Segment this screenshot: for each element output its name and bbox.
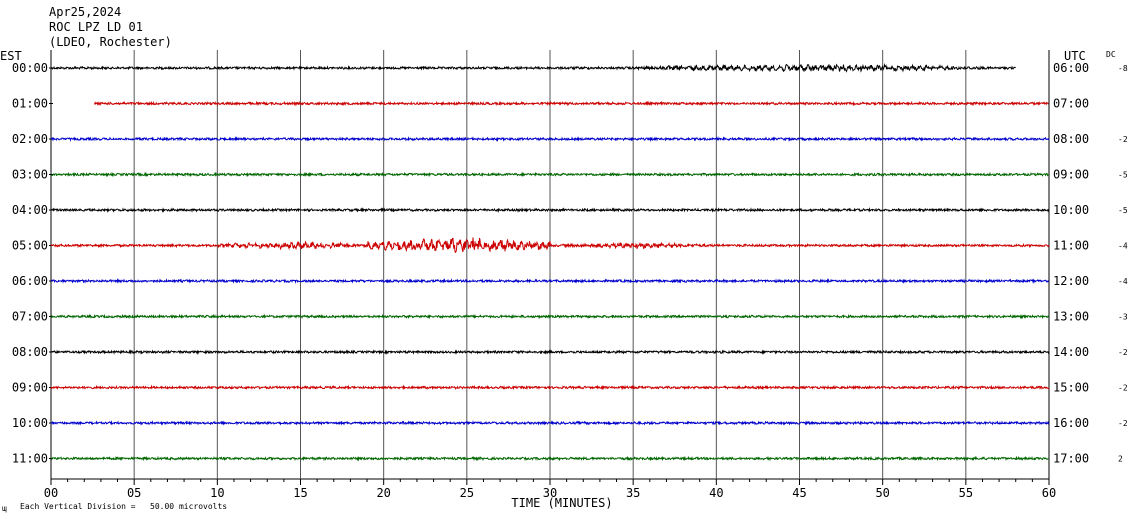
x-tick-label: 30 xyxy=(543,486,557,500)
x-axis-label: TIME (MINUTES) xyxy=(511,496,612,510)
x-tick-label: 05 xyxy=(127,486,141,500)
row-label-est: 03:00 xyxy=(12,168,48,182)
seismic-trace xyxy=(50,277,1050,285)
row-label-est: 06:00 xyxy=(12,274,48,288)
row-label-est: 01:00 xyxy=(12,97,48,111)
x-tick-label: 20 xyxy=(376,486,390,500)
row-label-utc: 10:00 xyxy=(1053,203,1089,217)
row-label-utc: 13:00 xyxy=(1053,310,1089,324)
x-tick-label: 25 xyxy=(460,486,474,500)
row-label-est: 02:00 xyxy=(12,132,48,146)
row-label-utc: 11:00 xyxy=(1053,239,1089,253)
row-label-utc: 06:00 xyxy=(1053,61,1089,75)
row-label-utc: 09:00 xyxy=(1053,168,1089,182)
seismic-trace xyxy=(50,349,1050,356)
row-dc-value: -3 xyxy=(1118,313,1128,322)
seismic-trace xyxy=(50,206,1050,213)
row-dc-value: -2 xyxy=(1118,384,1128,393)
row-dc-value: -2 xyxy=(1118,135,1128,144)
scale-note: Each Vertical Division = 50.00 microvolt… xyxy=(20,502,228,511)
row-dc-value: -4 xyxy=(1118,277,1128,286)
header-network: (LDEO, Rochester) xyxy=(49,35,172,49)
seismic-trace xyxy=(93,100,1049,107)
row-dc-value: -8 xyxy=(1118,64,1128,73)
header-date: Apr25,2024 xyxy=(49,5,122,19)
row-dc-value: -2 xyxy=(1118,348,1128,357)
seismic-trace xyxy=(50,384,1050,391)
row-dc-value: -4 xyxy=(1118,242,1128,251)
x-tick-label: 15 xyxy=(293,486,307,500)
right-axis-label: UTC xyxy=(1064,49,1086,63)
row-label-utc: 14:00 xyxy=(1053,345,1089,359)
row-label-est: 05:00 xyxy=(12,239,48,253)
row-label-utc: 15:00 xyxy=(1053,381,1089,395)
dc-label: DC xyxy=(1106,50,1116,59)
seismic-trace xyxy=(50,313,1050,320)
x-tick-label: 55 xyxy=(959,486,973,500)
row-dc-value: -5 xyxy=(1118,171,1128,180)
seismic-trace xyxy=(50,171,1050,178)
header-station: ROC LPZ LD 01 xyxy=(49,20,143,34)
seismic-trace xyxy=(50,62,1016,73)
row-label-est: 11:00 xyxy=(12,452,48,466)
x-tick-label: 40 xyxy=(709,486,723,500)
corner-mark: ɰ xyxy=(2,504,7,513)
row-label-est: 10:00 xyxy=(12,416,48,430)
row-label-utc: 16:00 xyxy=(1053,416,1089,430)
row-label-utc: 12:00 xyxy=(1053,274,1089,288)
left-axis-label: EST xyxy=(0,49,22,63)
x-tick-label: 35 xyxy=(626,486,640,500)
row-label-est: 09:00 xyxy=(12,381,48,395)
row-label-utc: 08:00 xyxy=(1053,132,1089,146)
row-label-utc: 17:00 xyxy=(1053,452,1089,466)
row-label-est: 00:00 xyxy=(12,61,48,75)
row-dc-value: 2 xyxy=(1118,455,1123,464)
row-label-est: 08:00 xyxy=(12,345,48,359)
x-tick-label: 10 xyxy=(210,486,224,500)
row-label-est: 04:00 xyxy=(12,203,48,217)
seismic-trace xyxy=(50,237,1050,254)
x-tick-label: 50 xyxy=(875,486,889,500)
row-label-est: 07:00 xyxy=(12,310,48,324)
row-dc-value: -2 xyxy=(1118,419,1128,428)
seismic-trace xyxy=(50,455,1050,462)
x-tick-label: 00 xyxy=(44,486,58,500)
seismic-trace xyxy=(50,135,1050,143)
x-tick-label: 60 xyxy=(1042,486,1056,500)
x-tick-label: 45 xyxy=(792,486,806,500)
row-dc-value: -5 xyxy=(1118,206,1128,215)
row-label-utc: 07:00 xyxy=(1053,97,1089,111)
seismic-trace xyxy=(50,419,1050,426)
